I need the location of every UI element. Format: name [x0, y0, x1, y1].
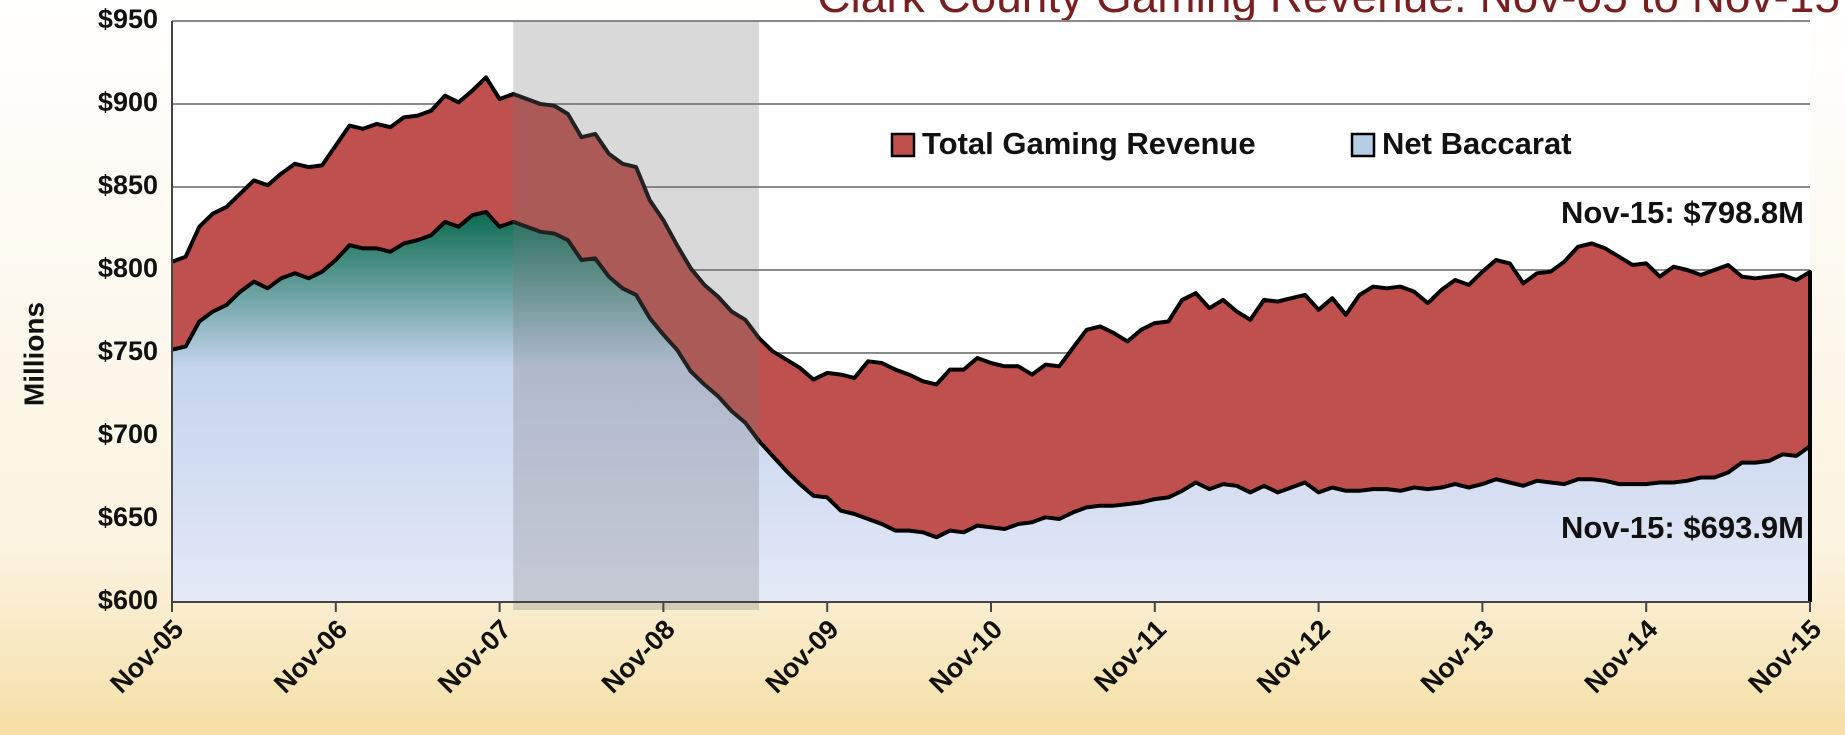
y-axis-label: Millions: [18, 302, 49, 406]
legend-swatch: [890, 132, 916, 158]
y-tick-label: $600: [98, 585, 158, 615]
annotation: Nov-15: $798.8M: [1561, 195, 1804, 230]
y-tick-label: $800: [98, 253, 158, 283]
area-outline: [171, 75, 1812, 602]
legend-label: Net Baccarat: [1382, 126, 1572, 161]
y-tick-label: $900: [98, 87, 158, 117]
y-tick-label: $650: [98, 502, 158, 532]
annotation: Nov-15: $693.9M: [1561, 510, 1804, 545]
legend-swatch: [1350, 132, 1376, 158]
area: [172, 211, 1810, 602]
legend-label: Total Gaming Revenue: [922, 126, 1256, 161]
area-outline: [171, 209, 1812, 602]
y-tick-label: $750: [98, 336, 158, 366]
chart-title: Clark County Gaming Revenue: Nov-05 to N…: [817, 0, 1840, 22]
y-tick-label: $700: [98, 419, 158, 449]
y-tick-label: $850: [98, 170, 158, 200]
shaded-span: [513, 21, 759, 610]
y-tick-label: $950: [98, 4, 158, 34]
